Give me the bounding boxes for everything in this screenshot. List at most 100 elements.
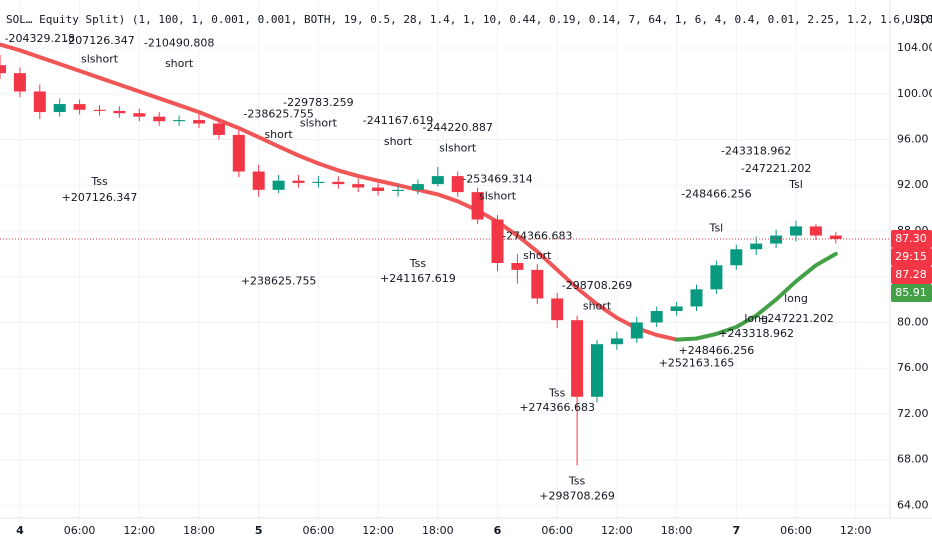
- price-tag-label: 85.91: [895, 286, 927, 299]
- trade-annotation: +247221.202: [758, 312, 834, 325]
- candle-body: [790, 226, 802, 236]
- candle-body: [690, 289, 703, 307]
- trade-annotation: Tss: [548, 386, 566, 399]
- trade-annotation: -229783.259: [283, 96, 353, 109]
- trade-annotation: -248466.256: [681, 187, 751, 200]
- trade-annotation: Tss: [90, 175, 108, 188]
- y-tick-label: 64.00: [897, 498, 929, 511]
- y-tick-label: 80.00: [897, 315, 929, 328]
- candle-body: [252, 171, 265, 190]
- trade-annotation: long: [744, 312, 768, 325]
- trade-annotation: +238625.755: [241, 274, 317, 287]
- candle-body: [392, 189, 404, 191]
- candle-body: [730, 249, 743, 266]
- y-tick-label: 104.00: [897, 41, 932, 54]
- trade-annotation: short: [523, 249, 552, 262]
- price-tag-label: 87.28: [895, 268, 927, 281]
- price-tags: 87.30 29:15 87.28 85.91: [891, 229, 932, 302]
- candle-body: [173, 120, 186, 122]
- trade-annotation: -247221.202: [741, 162, 811, 175]
- candle-body: [153, 116, 166, 122]
- trade-annotation: -274366.683: [502, 230, 572, 243]
- trade-annotation: -241167.619: [363, 114, 433, 127]
- candle-body: [710, 265, 723, 290]
- candle-body: [93, 109, 106, 111]
- trade-annotation: slshort: [300, 116, 338, 129]
- candle-body: [312, 181, 325, 183]
- trade-annotation: Tsl: [709, 222, 724, 235]
- x-tick-label: 12:00: [601, 524, 633, 537]
- x-tick-label: 12:00: [362, 524, 394, 537]
- trend-line: [0, 42, 679, 342]
- x-tick-label: 5: [255, 524, 263, 537]
- candle-body: [431, 176, 444, 185]
- candle-body: [531, 269, 544, 299]
- trade-annotation: long: [784, 292, 808, 305]
- trade-annotation: -243318.962: [721, 145, 791, 158]
- y-tick-label: 100.00: [897, 87, 932, 100]
- x-tick-label: 12:00: [123, 524, 155, 537]
- trade-annotation: -210490.808: [144, 36, 214, 49]
- x-tick-label: 18:00: [661, 524, 693, 537]
- x-tick-label: 4: [16, 524, 24, 537]
- candle-body: [610, 338, 623, 345]
- y-tick-label: 92.00: [897, 178, 929, 191]
- candle-body: [13, 73, 26, 92]
- candle-body: [292, 180, 305, 183]
- trade-annotation: short: [264, 128, 293, 141]
- price-tag-label: 29:15: [895, 250, 927, 263]
- trade-annotation: slshort: [439, 142, 477, 155]
- chart-title: SOL… Equity Split) (1, 100, 1, 0.001, 0.…: [6, 13, 932, 26]
- trade-annotation: slshort: [479, 190, 517, 203]
- trade-annotation: short: [384, 135, 413, 148]
- x-tick-label: 12:00: [840, 524, 872, 537]
- grid: [0, 0, 890, 518]
- candle-body: [133, 113, 146, 117]
- candle-body: [113, 110, 126, 114]
- y-tick-label: 68.00: [897, 453, 929, 466]
- trade-annotation: +252163.165: [659, 357, 735, 370]
- x-tick-label: 06:00: [64, 524, 96, 537]
- currency-label: USDT: [905, 13, 932, 26]
- candle-body: [33, 91, 46, 113]
- x-tick-label: 18:00: [422, 524, 454, 537]
- candle-body: [770, 235, 783, 244]
- candle-body: [591, 344, 603, 397]
- candle-body: [670, 306, 683, 312]
- trade-annotation: -244220.887: [422, 121, 492, 134]
- price-tag: [891, 247, 932, 266]
- candle-body: [332, 181, 345, 185]
- trade-annotation: +298708.269: [539, 489, 615, 502]
- trade-annotation: short: [165, 57, 194, 70]
- y-tick-label: 72.00: [897, 407, 929, 420]
- x-tick-label: 06:00: [303, 524, 335, 537]
- candle-body: [53, 104, 66, 113]
- y-tick-label: 76.00: [897, 361, 929, 374]
- trade-annotation: -253469.314: [462, 173, 532, 186]
- candle-body: [650, 311, 663, 323]
- candle-body: [630, 322, 643, 339]
- candle-body: [352, 184, 365, 188]
- candle-body: [551, 298, 564, 321]
- trade-annotation: slshort: [81, 52, 119, 65]
- trade-annotation: -238625.755: [243, 107, 313, 120]
- trade-annotation: -204329.218: [5, 32, 75, 45]
- x-tick-label: 06:00: [541, 524, 573, 537]
- trade-annotation: +207126.347: [62, 191, 138, 204]
- x-tick-label: 06:00: [780, 524, 812, 537]
- trade-annotation: Tss: [409, 257, 427, 270]
- candle-body: [232, 134, 245, 172]
- trade-annotation: Tsl: [788, 178, 803, 191]
- candle-body: [471, 192, 484, 220]
- x-tick-label: 6: [494, 524, 502, 537]
- candle-body: [809, 226, 822, 236]
- x-tick-label: 18:00: [183, 524, 215, 537]
- trade-annotation: +274366.683: [519, 401, 595, 414]
- trade-annotation: Tss: [568, 474, 586, 487]
- price-tag-label: 87.30: [895, 232, 927, 245]
- trade-annotation: -207126.347: [64, 34, 134, 47]
- price-tag: [891, 283, 932, 302]
- candle-body: [750, 243, 763, 250]
